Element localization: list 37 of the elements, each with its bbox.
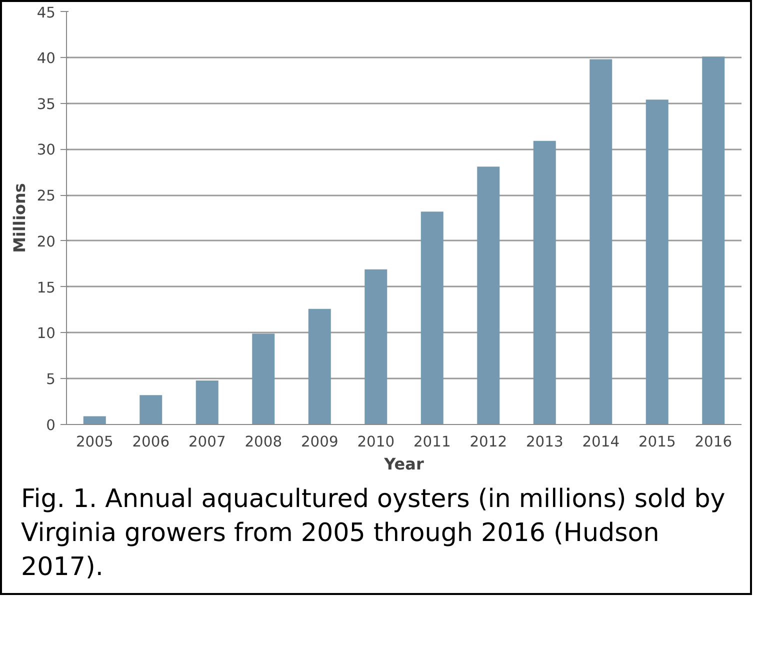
bar [702, 56, 725, 424]
bar [83, 416, 106, 424]
x-tick-label: 2013 [526, 434, 564, 450]
x-tick-label: 2015 [638, 434, 676, 450]
x-tick-label: 2011 [413, 434, 451, 450]
x-tick-label: 2008 [244, 434, 282, 450]
x-axis-title: Year [383, 454, 424, 474]
bar [477, 166, 500, 424]
x-tick-label: 2006 [132, 434, 170, 450]
bar [252, 334, 275, 424]
bar [308, 308, 331, 424]
y-tick-label: 10 [36, 325, 56, 342]
bar [196, 380, 218, 424]
y-tick-label: 20 [36, 233, 56, 250]
y-tick-label: 5 [46, 371, 56, 388]
bar [646, 100, 668, 424]
bar [140, 395, 162, 424]
bar [590, 59, 612, 424]
x-tick-label: 2012 [470, 434, 508, 450]
y-tick-label: 15 [36, 279, 56, 296]
x-tick-label: 2016 [694, 434, 732, 450]
bar [420, 212, 444, 424]
y-tick-label: 0 [46, 417, 56, 434]
y-tick-label: 25 [36, 188, 56, 205]
x-tick-label: 2009 [300, 434, 338, 450]
bar [364, 269, 388, 424]
x-tick-label: 2014 [582, 434, 620, 450]
x-tick-label: 2005 [76, 434, 114, 450]
y-tick-label: 30 [36, 142, 56, 159]
y-tick-label: 45 [36, 4, 56, 22]
x-tick-label: 2007 [188, 434, 226, 450]
x-tick-label: 2010 [357, 434, 395, 450]
caption: Fig. 1. Annual aquacultured oysters (in millions) sold by Virginia growers from 2005 through 2016 (Hudson 2017). [21, 482, 726, 584]
bar [533, 140, 556, 424]
y-tick-label: 35 [36, 96, 56, 113]
y-tick-label: 40 [36, 50, 56, 67]
y-axis-title: Millions [10, 183, 29, 253]
